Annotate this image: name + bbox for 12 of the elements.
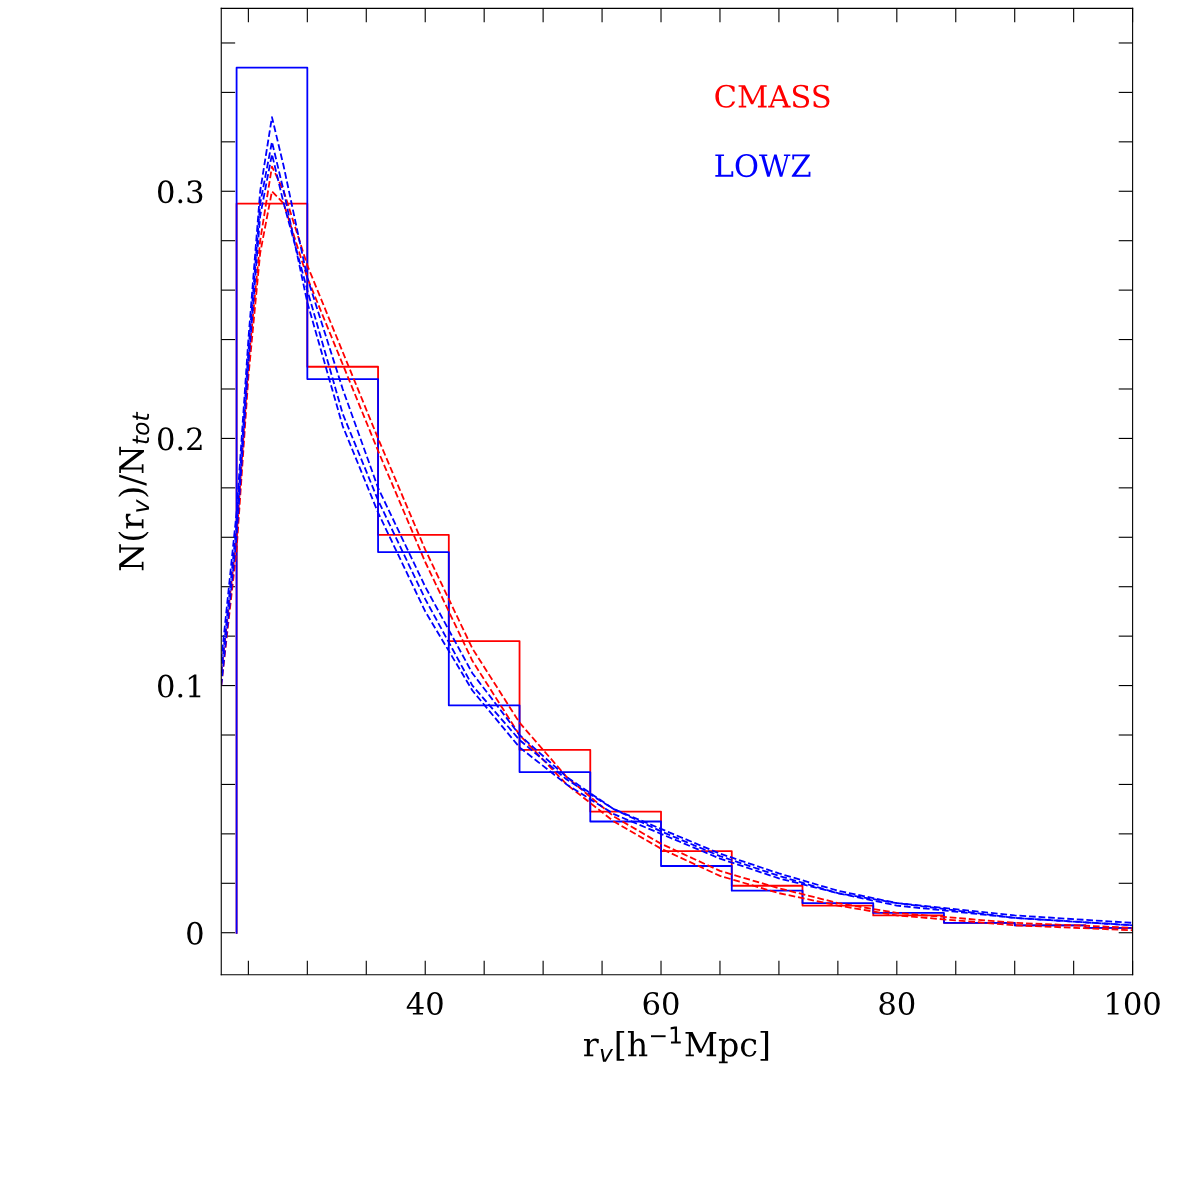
text: LOWZ	[715, 154, 811, 178]
x-tick-label: 40	[406, 991, 443, 1016]
y-tick-label: 0.2	[158, 427, 202, 451]
x-tick-label: 100	[1107, 991, 1160, 1016]
text: CMASS	[715, 84, 830, 108]
y-tick-label: 0.3	[158, 180, 203, 204]
y-tick-label: 0	[187, 921, 203, 945]
x-tick-label: 60	[643, 991, 679, 1016]
y-axis-title: N(r$_{v}$)/N$_{tot}$	[118, 411, 150, 571]
x-axis-title: r$_{v}$[h$^{−1}$Mpc]	[583, 1026, 769, 1064]
x-tick-label: 80	[879, 991, 915, 1016]
y-tick-label: 0.1	[158, 674, 201, 698]
